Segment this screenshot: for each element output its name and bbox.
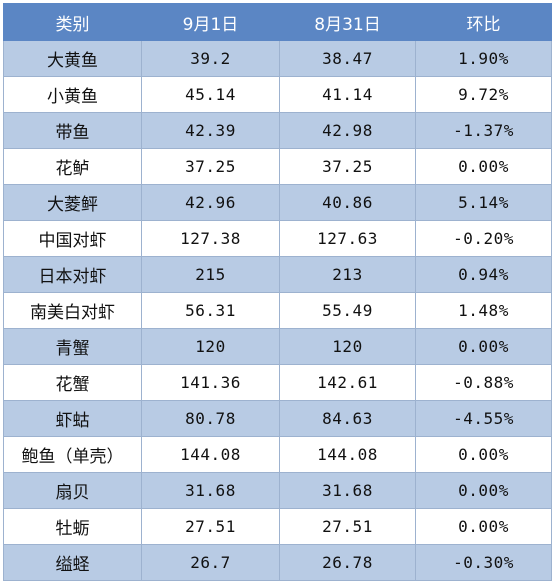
price-table-container: 类别 9月1日 8月31日 环比 大黄鱼 39.2 38.47 1.90% 小黄鱼 45.… bbox=[3, 3, 552, 582]
cell-category: 花蟹 bbox=[3, 364, 142, 401]
cell-category: 缢蛏 bbox=[3, 544, 142, 581]
cell-aug-31-price: 127.63 bbox=[279, 220, 416, 257]
cell-category: 中国对虾 bbox=[3, 220, 142, 257]
table-row: 小黄鱼 45.14 41.14 9.72% bbox=[3, 76, 552, 113]
cell-category: 花鲈 bbox=[3, 148, 142, 185]
cell-aug-31-price: 41.14 bbox=[279, 76, 416, 113]
cell-category: 扇贝 bbox=[3, 472, 142, 509]
table-body: 大黄鱼 39.2 38.47 1.90% 小黄鱼 45.14 41.14 9.72% 带鱼 42.… bbox=[3, 40, 552, 581]
cell-category: 南美白对虾 bbox=[3, 292, 142, 329]
table-row: 大黄鱼 39.2 38.47 1.90% bbox=[3, 40, 552, 77]
table-row: 牡蛎 27.51 27.51 0.00% bbox=[3, 508, 552, 545]
cell-sep-1-price: 42.96 bbox=[141, 184, 280, 221]
cell-aug-31-price: 40.86 bbox=[279, 184, 416, 221]
cell-sep-1-price: 39.2 bbox=[141, 40, 280, 77]
table-row: 缢蛏 26.7 26.78 -0.30% bbox=[3, 544, 552, 581]
table-row: 青蟹 120 120 0.00% bbox=[3, 328, 552, 365]
price-table: 类别 9月1日 8月31日 环比 大黄鱼 39.2 38.47 1.90% 小黄鱼 45.… bbox=[3, 3, 552, 581]
cell-change: 0.00% bbox=[415, 328, 552, 365]
cell-sep-1-price: 45.14 bbox=[141, 76, 280, 113]
table-row: 中国对虾 127.38 127.63 -0.20% bbox=[3, 220, 552, 257]
table-row: 大菱鲆 42.96 40.86 5.14% bbox=[3, 184, 552, 221]
cell-change: -0.30% bbox=[415, 544, 552, 581]
cell-aug-31-price: 26.78 bbox=[279, 544, 416, 581]
cell-sep-1-price: 31.68 bbox=[141, 472, 280, 509]
cell-change: 0.94% bbox=[415, 256, 552, 293]
cell-aug-31-price: 55.49 bbox=[279, 292, 416, 329]
cell-aug-31-price: 120 bbox=[279, 328, 416, 365]
table-row: 带鱼 42.39 42.98 -1.37% bbox=[3, 112, 552, 149]
cell-category: 青蟹 bbox=[3, 328, 142, 365]
cell-category: 牡蛎 bbox=[3, 508, 142, 545]
cell-aug-31-price: 37.25 bbox=[279, 148, 416, 185]
table-row: 虾蛄 80.78 84.63 -4.55% bbox=[3, 400, 552, 437]
cell-aug-31-price: 142.61 bbox=[279, 364, 416, 401]
table-row: 花蟹 141.36 142.61 -0.88% bbox=[3, 364, 552, 401]
table-row: 花鲈 37.25 37.25 0.00% bbox=[3, 148, 552, 185]
cell-aug-31-price: 144.08 bbox=[279, 436, 416, 473]
cell-change: 0.00% bbox=[415, 508, 552, 545]
column-header-sep-1: 9月1日 bbox=[141, 3, 280, 41]
cell-category: 虾蛄 bbox=[3, 400, 142, 437]
cell-change: -1.37% bbox=[415, 112, 552, 149]
cell-category: 日本对虾 bbox=[3, 256, 142, 293]
table-row: 日本对虾 215 213 0.94% bbox=[3, 256, 552, 293]
cell-change: -0.20% bbox=[415, 220, 552, 257]
cell-sep-1-price: 37.25 bbox=[141, 148, 280, 185]
column-header-category: 类别 bbox=[3, 3, 142, 41]
cell-aug-31-price: 31.68 bbox=[279, 472, 416, 509]
column-header-change: 环比 bbox=[415, 3, 552, 41]
cell-sep-1-price: 27.51 bbox=[141, 508, 280, 545]
cell-sep-1-price: 215 bbox=[141, 256, 280, 293]
cell-aug-31-price: 27.51 bbox=[279, 508, 416, 545]
cell-aug-31-price: 213 bbox=[279, 256, 416, 293]
cell-sep-1-price: 42.39 bbox=[141, 112, 280, 149]
cell-category: 大黄鱼 bbox=[3, 40, 142, 77]
cell-change: -4.55% bbox=[415, 400, 552, 437]
cell-sep-1-price: 26.7 bbox=[141, 544, 280, 581]
cell-change: 1.48% bbox=[415, 292, 552, 329]
table-row: 南美白对虾 56.31 55.49 1.48% bbox=[3, 292, 552, 329]
cell-change: 0.00% bbox=[415, 148, 552, 185]
cell-sep-1-price: 56.31 bbox=[141, 292, 280, 329]
cell-change: -0.88% bbox=[415, 364, 552, 401]
table-header-row: 类别 9月1日 8月31日 环比 bbox=[3, 3, 552, 41]
cell-change: 1.90% bbox=[415, 40, 552, 77]
cell-sep-1-price: 141.36 bbox=[141, 364, 280, 401]
cell-category: 鲍鱼（单壳） bbox=[3, 436, 142, 473]
cell-category: 小黄鱼 bbox=[3, 76, 142, 113]
cell-change: 0.00% bbox=[415, 436, 552, 473]
cell-aug-31-price: 38.47 bbox=[279, 40, 416, 77]
cell-change: 9.72% bbox=[415, 76, 552, 113]
cell-sep-1-price: 144.08 bbox=[141, 436, 280, 473]
column-header-aug-31: 8月31日 bbox=[279, 3, 416, 41]
cell-sep-1-price: 80.78 bbox=[141, 400, 280, 437]
cell-category: 大菱鲆 bbox=[3, 184, 142, 221]
table-row: 鲍鱼（单壳） 144.08 144.08 0.00% bbox=[3, 436, 552, 473]
cell-change: 0.00% bbox=[415, 472, 552, 509]
table-row: 扇贝 31.68 31.68 0.00% bbox=[3, 472, 552, 509]
cell-change: 5.14% bbox=[415, 184, 552, 221]
cell-aug-31-price: 42.98 bbox=[279, 112, 416, 149]
cell-sep-1-price: 120 bbox=[141, 328, 280, 365]
cell-sep-1-price: 127.38 bbox=[141, 220, 280, 257]
cell-aug-31-price: 84.63 bbox=[279, 400, 416, 437]
cell-category: 带鱼 bbox=[3, 112, 142, 149]
